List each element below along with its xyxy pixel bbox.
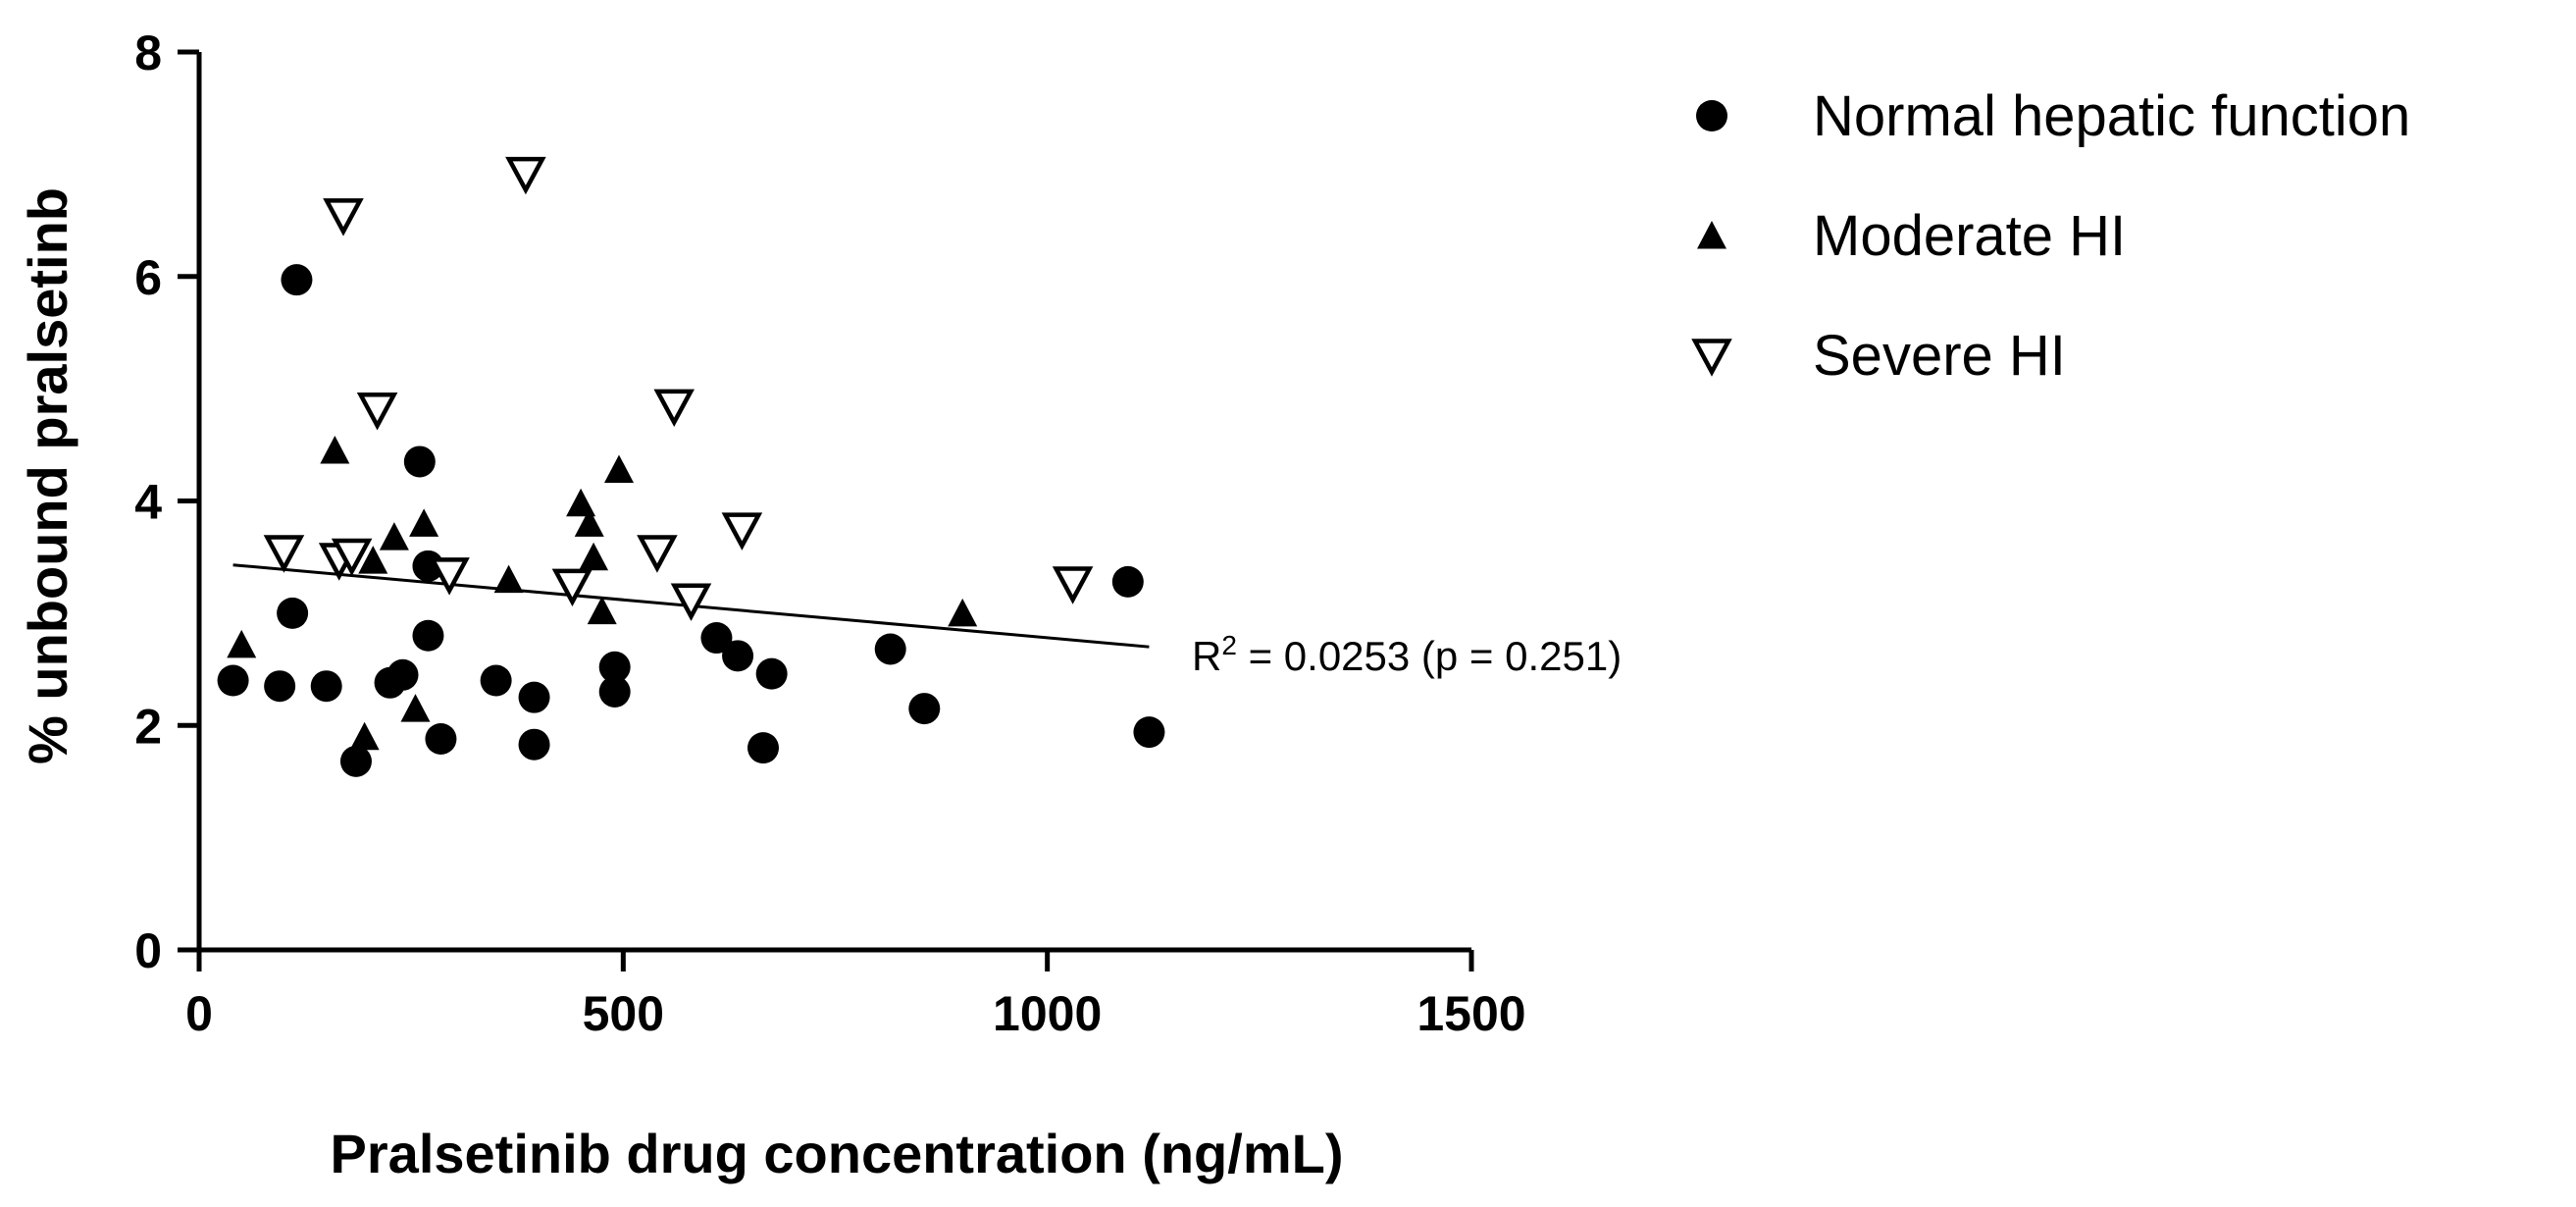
- data-points: [217, 156, 1165, 777]
- x-axis-ticks: 0 500 1000 1500: [185, 950, 1526, 1041]
- data-point: [493, 564, 524, 594]
- r-squared-value: = 0.0253 (p = 0.251): [1237, 633, 1622, 679]
- y-tick-label: 8: [134, 26, 162, 80]
- data-point: [598, 651, 631, 683]
- data-point: [403, 446, 436, 478]
- data-point: [358, 546, 388, 574]
- data-point: [721, 512, 763, 551]
- data-point: [579, 542, 609, 571]
- legend-item-moderate-hi: Moderate HI: [1697, 204, 2126, 268]
- x-tick-label: 1000: [993, 986, 1102, 1041]
- y-axis-ticks: 0 2 4 6 8: [134, 26, 199, 978]
- data-point: [518, 681, 550, 713]
- data-point: [227, 629, 257, 658]
- data-point: [1111, 565, 1144, 598]
- data-point: [217, 664, 249, 697]
- data-point: [263, 535, 305, 573]
- data-point: [323, 198, 364, 236]
- x-tick-label: 1500: [1417, 986, 1525, 1041]
- series-severe-hi: [263, 156, 1094, 621]
- data-point: [264, 670, 296, 703]
- data-point: [339, 745, 372, 777]
- data-point: [480, 664, 512, 697]
- legend-label: Moderate HI: [1813, 204, 2126, 268]
- legend-marker: [1697, 221, 1726, 249]
- data-point: [755, 657, 788, 690]
- data-point: [386, 658, 419, 691]
- legend-marker: [1696, 100, 1727, 131]
- y-tick-label: 0: [134, 923, 162, 978]
- legend: Normal hepatic function Moderate HI Severe…: [1691, 84, 2410, 388]
- x-axis-title: Pralsetinib drug concentration (ng/mL): [331, 1123, 1344, 1184]
- data-point: [653, 389, 695, 428]
- data-point: [320, 436, 350, 464]
- data-point: [331, 538, 373, 577]
- data-point: [574, 508, 604, 537]
- legend-label: Severe HI: [1813, 324, 2066, 388]
- data-point: [747, 732, 780, 764]
- data-point: [349, 721, 380, 751]
- data-point: [518, 728, 550, 761]
- data-point: [412, 619, 444, 652]
- data-point: [722, 640, 754, 672]
- data-point: [356, 393, 398, 431]
- r-squared-superscript: 2: [1221, 630, 1237, 660]
- data-point: [409, 508, 439, 537]
- y-tick-label: 4: [134, 475, 162, 530]
- legend-item-normal-hepatic-function: Normal hepatic function: [1696, 84, 2410, 148]
- data-point: [400, 694, 431, 722]
- series-normal-hepatic-function: [217, 264, 1165, 777]
- series-moderate-hi: [227, 436, 978, 751]
- data-point: [604, 454, 635, 483]
- r-squared-symbol: R: [1192, 633, 1221, 679]
- data-point: [429, 557, 470, 596]
- data-point: [670, 583, 712, 621]
- data-point: [598, 675, 631, 708]
- data-point: [637, 535, 678, 573]
- legend-label: Normal hepatic function: [1813, 84, 2410, 148]
- data-point: [551, 568, 593, 607]
- data-point: [277, 597, 309, 629]
- data-point: [281, 264, 313, 296]
- x-tick-label: 0: [185, 986, 213, 1041]
- r-squared-annotation: R2 = 0.0253 (p = 0.251): [1192, 630, 1622, 679]
- legend-marker: [1691, 339, 1732, 377]
- data-point: [874, 633, 906, 665]
- y-tick-label: 6: [134, 250, 162, 305]
- data-point: [1133, 716, 1165, 749]
- data-point: [310, 670, 342, 703]
- data-point: [948, 598, 978, 627]
- data-point: [566, 488, 596, 517]
- legend-item-severe-hi: Severe HI: [1691, 324, 2066, 388]
- data-point: [908, 693, 941, 725]
- data-point: [587, 596, 617, 625]
- data-point: [425, 722, 457, 755]
- x-tick-label: 500: [583, 986, 664, 1041]
- data-point: [700, 622, 733, 655]
- data-point: [379, 522, 409, 551]
- y-axis-title: % unbound pralsetinb: [17, 187, 78, 764]
- data-point: [505, 156, 546, 195]
- y-tick-label: 2: [134, 699, 162, 754]
- data-point: [1052, 566, 1094, 604]
